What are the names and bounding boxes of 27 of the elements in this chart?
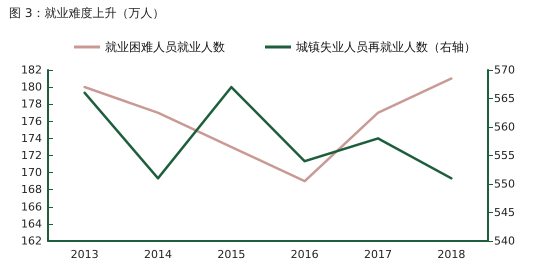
y2-tick-label: 565 [494, 92, 515, 105]
y-tick-label: 174 [21, 132, 42, 145]
y-tick-label: 166 [21, 200, 42, 214]
y2-tick-label: 550 [494, 178, 515, 190]
y-tick-label: 176 [21, 114, 42, 128]
y-tick-label: 162 [21, 234, 42, 248]
y-tick-label: 172 [21, 149, 42, 162]
y2-tick-label: 570 [494, 64, 515, 76]
chart-title: 图 3：就业难度上升（万人） [9, 6, 164, 20]
y2-tick-label: 540 [494, 234, 515, 248]
y-tick-label: 180 [21, 80, 42, 94]
legend-label: 城镇失业人员再就业人数（右轴） [295, 40, 476, 54]
y-tick-label: 170 [21, 166, 42, 180]
x-tick-label: 2018 [437, 248, 466, 261]
y-tick-label: 182 [21, 64, 42, 76]
x-tick-label: 2013 [70, 248, 99, 261]
legend-label: 就业困难人员就业人数 [105, 40, 225, 54]
y2-tick-label: 555 [494, 149, 515, 162]
x-tick-label: 2014 [144, 248, 172, 261]
x-tick-label: 2016 [290, 248, 319, 261]
y2-tick-label: 560 [494, 120, 515, 134]
y-tick-label: 178 [21, 98, 42, 111]
x-tick-label: 2017 [364, 248, 392, 261]
y-tick-label: 164 [21, 217, 42, 230]
y2-tick-label: 545 [494, 206, 515, 219]
y-tick-label: 168 [21, 183, 42, 196]
x-tick-label: 2015 [217, 248, 246, 261]
